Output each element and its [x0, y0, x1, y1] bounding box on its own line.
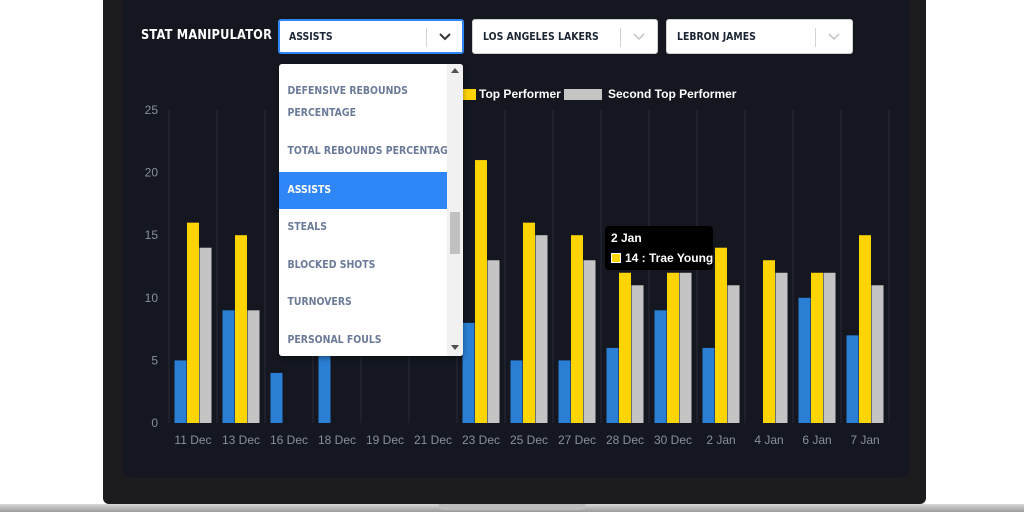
menu-option-turnovers[interactable]: TURNOVERS — [287, 295, 352, 308]
menu-option-total-rebounds-percentage[interactable]: TOTAL REBOUNDS PERCENTAGE — [287, 144, 455, 157]
chart-bar — [270, 372, 283, 423]
menu-option-personal-fouls[interactable]: PERSONAL FOULS — [287, 333, 382, 346]
chart-bar — [510, 360, 523, 423]
chart-bar — [727, 285, 740, 423]
chart-bar — [859, 235, 871, 423]
tooltip-value: 14 : Trae Young — [625, 251, 714, 265]
x-tick-label: 16 Dec — [270, 433, 308, 447]
chart-bar — [811, 272, 823, 423]
chart-bars — [174, 160, 884, 423]
chart-bar — [667, 272, 679, 423]
team-select-separator — [620, 28, 621, 47]
chart-bar — [523, 222, 535, 423]
menu-option-blocked-shots[interactable]: BLOCKED SHOTS — [287, 258, 376, 271]
chart-bar — [654, 310, 667, 423]
x-tick-label: 27 Dec — [558, 433, 596, 447]
x-tick-label: 7 Jan — [850, 433, 879, 447]
chart-bar — [798, 297, 811, 423]
chart-bar — [475, 160, 487, 423]
chart-bar — [763, 260, 775, 423]
chart-bar — [583, 260, 596, 423]
chart-bar — [571, 235, 583, 423]
chart-bar — [199, 247, 212, 423]
chart-bar — [871, 285, 884, 423]
player-select-separator — [815, 28, 816, 47]
menu-scrollbar[interactable] — [447, 64, 463, 356]
chart-bar — [558, 360, 571, 423]
chart-bar — [631, 285, 644, 423]
legend-swatch-second-top-performer — [564, 89, 602, 100]
x-tick-label: 18 Dec — [318, 433, 356, 447]
y-tick-label: 5 — [151, 353, 158, 367]
y-tick-label: 15 — [145, 228, 159, 242]
menu-option-defensive-rebounds-percentage[interactable]: DEFENSIVE REBOUNDS PERCENTAGE — [287, 84, 408, 119]
tooltip-color-box — [611, 253, 621, 263]
chart-bar — [823, 272, 836, 423]
chart-bar — [462, 322, 475, 423]
stat-dropdown-menu[interactable]: DEFENSIVE REBOUNDS PERCENTAGE TOTAL REBOU… — [279, 64, 463, 356]
chart-bar — [187, 222, 199, 423]
x-tick-label: 2 Jan — [706, 433, 735, 447]
x-tick-label: 13 Dec — [222, 433, 260, 447]
x-tick-label: 6 Jan — [802, 433, 831, 447]
laptop-notch — [438, 504, 586, 510]
chart-bar — [174, 360, 187, 423]
tooltip-title: 2 Jan — [611, 231, 642, 245]
chart-bar — [846, 335, 859, 423]
y-tick-label: 10 — [145, 291, 159, 305]
chevron-down-icon[interactable] — [631, 28, 647, 44]
y-tick-label: 20 — [145, 166, 159, 180]
y-tick-label: 25 — [145, 103, 159, 117]
chart-bar — [535, 235, 548, 423]
chart-tooltip: 2 Jan 14 : Trae Young — [605, 226, 713, 270]
x-tick-label: 28 Dec — [606, 433, 644, 447]
player-select[interactable]: LEBRON JAMES — [666, 19, 853, 54]
team-select-value: LOS ANGELES LAKERS — [483, 30, 599, 43]
player-select-value: LEBRON JAMES — [677, 30, 756, 43]
chart-bar — [679, 272, 692, 423]
chart-bar — [715, 247, 727, 423]
stat-select-separator — [426, 28, 427, 47]
chevron-down-icon[interactable] — [826, 28, 842, 44]
y-tick-label: 0 — [151, 416, 158, 430]
chart-bar — [487, 260, 500, 423]
chart-bar — [606, 347, 619, 423]
chart-bar — [222, 310, 235, 423]
chart-bar — [235, 235, 247, 423]
menu-option-steals[interactable]: STEALS — [287, 220, 327, 233]
menu-scroll-thumb[interactable] — [450, 212, 460, 254]
chart-labels: 0 5 10 15 20 25 11 Dec 13 Dec 16 Dec 18 Dec 19 Dec… — [145, 103, 880, 447]
stat-select[interactable]: ASSISTS — [278, 19, 464, 54]
x-tick-label: 30 Dec — [654, 433, 692, 447]
chevron-down-icon[interactable] — [437, 28, 453, 44]
x-tick-label: 11 Dec — [174, 433, 211, 447]
chart-bar — [702, 347, 715, 423]
scroll-down-arrow-icon[interactable] — [451, 345, 459, 350]
chart-bar — [247, 310, 260, 423]
menu-option-assists[interactable]: ASSISTS — [279, 172, 447, 209]
chart-bar — [775, 272, 788, 423]
x-tick-label: 4 Jan — [754, 433, 783, 447]
legend-second-top-performer[interactable]: Second Top Performer — [608, 87, 737, 101]
page-title: STAT MANIPULATOR — [141, 28, 273, 43]
x-tick-label: 25 Dec — [510, 433, 548, 447]
team-select[interactable]: LOS ANGELES LAKERS — [472, 19, 658, 54]
x-tick-label: 23 Dec — [462, 433, 500, 447]
x-tick-label: 21 Dec — [414, 433, 452, 447]
x-tick-label: 19 Dec — [366, 433, 404, 447]
scroll-up-arrow-icon[interactable] — [451, 68, 459, 73]
chart-bar — [619, 272, 631, 423]
legend-top-performer[interactable]: Top Performer — [479, 87, 561, 101]
stat-select-value: ASSISTS — [289, 30, 333, 43]
